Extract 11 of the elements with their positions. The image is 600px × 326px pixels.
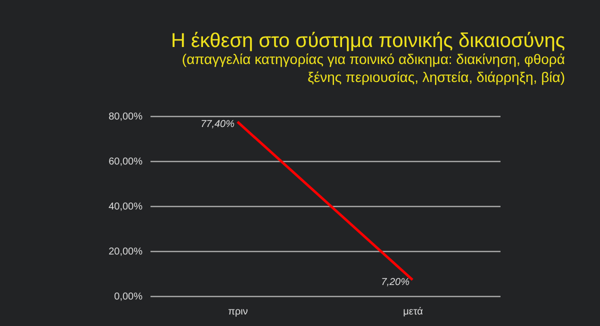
x-tick-label: μετά — [403, 306, 424, 318]
data-label: 7,20% — [381, 276, 410, 288]
y-tick-label: 80,00% — [108, 112, 143, 122]
chart-subtitle: (απαγγελία κατηγορίας για ποινικό αδικημα: διακίνηση, φθορά ξένης περιουσίας, ληστεία, διάρρηξη, βία) — [182, 51, 565, 85]
chart-title: Η έκθεση στο σύστημα ποινικής δικαιοσύνης — [170, 30, 566, 52]
data-label: 77,40% — [200, 118, 235, 130]
y-tick-label: 40,00% — [108, 202, 143, 212]
y-tick-label: 0,00% — [114, 292, 143, 302]
y-tick-label: 20,00% — [108, 246, 143, 258]
y-tick-label: 60,00% — [108, 156, 143, 168]
x-tick-label: πριν — [228, 306, 248, 318]
